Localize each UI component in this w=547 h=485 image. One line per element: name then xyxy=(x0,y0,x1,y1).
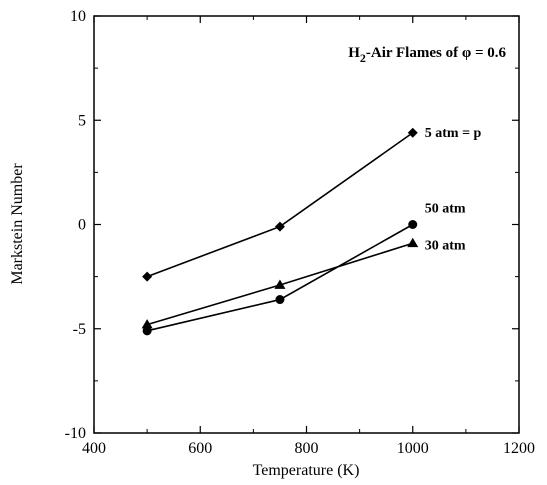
plot-frame xyxy=(93,15,520,434)
circle-marker xyxy=(142,326,152,336)
triangle-marker xyxy=(407,237,419,248)
x-tick-label: 800 xyxy=(295,440,319,457)
circle-marker xyxy=(275,295,285,305)
annotation-prefix: H xyxy=(348,45,360,61)
diamond-marker xyxy=(407,127,418,138)
axis-ticks xyxy=(93,15,520,434)
annotation-subscript: 2 xyxy=(360,51,366,65)
x-tick-label: 1200 xyxy=(503,440,535,457)
x-tick-label: 600 xyxy=(188,440,212,457)
triangle-marker xyxy=(141,319,153,329)
circle-marker xyxy=(408,220,418,229)
triangle-marker xyxy=(274,279,286,289)
y-axis-title: Markstein Number xyxy=(9,163,26,285)
y-tick-label: -10 xyxy=(65,425,86,442)
x-axis-title: Temperature (K) xyxy=(253,462,360,479)
series-line xyxy=(146,223,414,332)
series-label: 5 atm = p xyxy=(425,126,482,141)
x-tick-label: 1000 xyxy=(397,440,429,457)
axis-tick-labels: 400 600 800 1000 1200 -10 -5 0 5 10 xyxy=(65,8,535,457)
y-tick-label: 0 xyxy=(78,217,86,234)
series-label: 30 atm xyxy=(425,238,466,253)
series-label: 50 atm xyxy=(425,202,466,217)
diamond-marker xyxy=(274,221,285,232)
diamond-marker xyxy=(142,271,153,282)
series-markers xyxy=(141,127,419,336)
y-tick-label: 10 xyxy=(70,8,86,25)
y-tick-label: -5 xyxy=(73,321,86,338)
x-tick-label: 400 xyxy=(82,440,106,457)
annotation-suffix: -Air Flames of φ = 0.6 xyxy=(366,45,507,61)
series-labels: 5 atm = p 50 atm 30 atm xyxy=(425,126,482,254)
y-tick-label: 5 xyxy=(78,112,86,129)
chart-annotation: H2-Air Flames of φ = 0.6 xyxy=(348,45,506,65)
